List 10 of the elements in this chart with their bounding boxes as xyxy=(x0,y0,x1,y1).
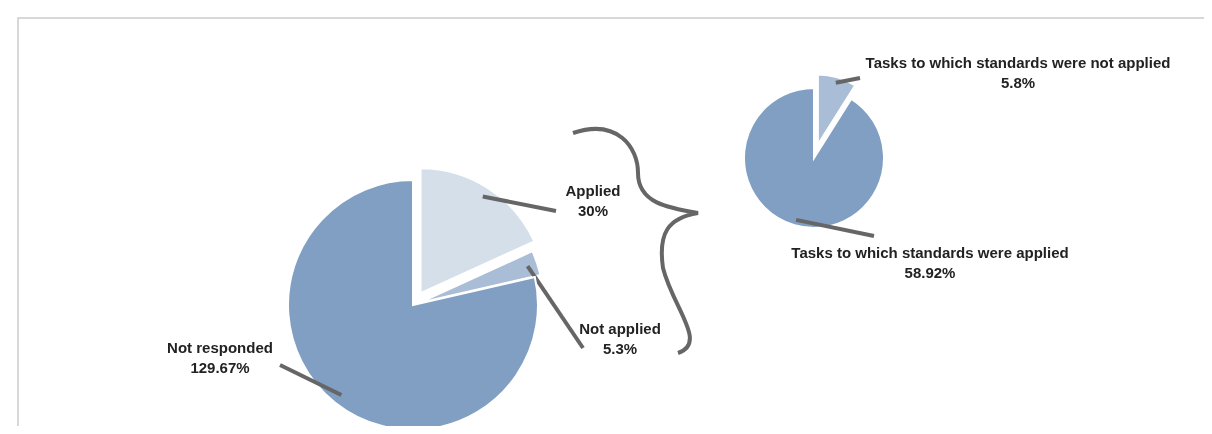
data-label: 129.67% xyxy=(190,359,250,376)
data-label: 58.92% xyxy=(904,264,956,281)
slice-label: Not responded xyxy=(167,339,273,356)
data-label: 5.8% xyxy=(1000,74,1036,91)
slice-label: Applied xyxy=(565,182,621,199)
data-label: 5.3% xyxy=(602,340,638,357)
slice-label: Not applied xyxy=(579,320,661,337)
slice-label: Tasks to which standards were not applied xyxy=(865,54,1171,71)
data-label: 30% xyxy=(577,202,609,219)
slice-label: Tasks to which standards were applied xyxy=(791,244,1069,261)
